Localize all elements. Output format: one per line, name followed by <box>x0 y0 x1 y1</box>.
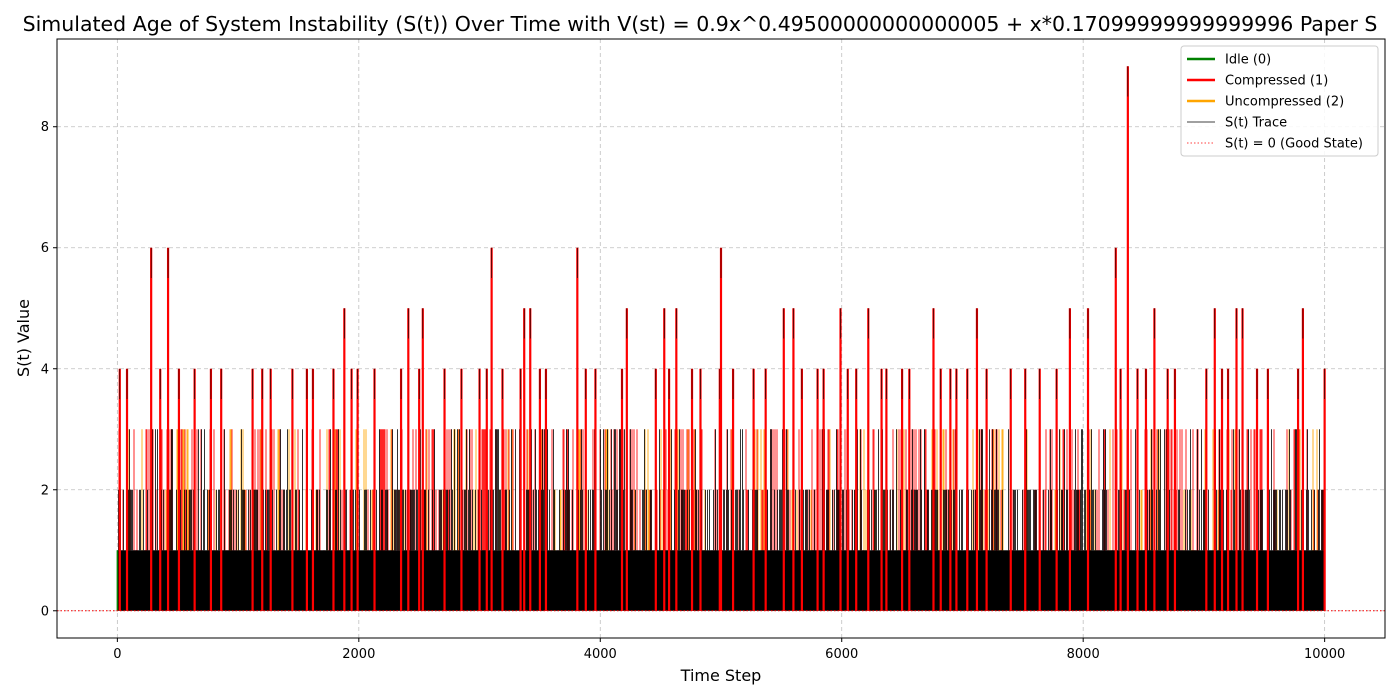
x-axis-label: Time Step <box>680 666 762 685</box>
chart-title: Simulated Age of System Instability (S(t… <box>23 12 1378 36</box>
y-tick-label: 4 <box>41 362 49 377</box>
legend-box <box>1180 45 1379 157</box>
y-tick-label: 8 <box>41 120 49 135</box>
y-tick-label: 0 <box>41 604 49 619</box>
y-tick-label: 6 <box>41 241 49 256</box>
legend-label: Compressed (1) <box>1225 74 1328 89</box>
legend-label: S(t) = 0 (Good State) <box>1225 137 1363 152</box>
x-tick-label: 2000 <box>342 647 375 662</box>
x-tick-label: 6000 <box>825 647 858 662</box>
y-axis-label: S(t) Value <box>14 299 33 377</box>
legend: Idle (0) Compressed (1) Uncompressed (2) S(… <box>1180 45 1379 157</box>
x-tick-label: 0 <box>113 647 121 662</box>
legend-label: Uncompressed (2) <box>1225 95 1344 110</box>
x-tick-label: 10000 <box>1304 647 1345 662</box>
plot-area <box>57 66 1385 612</box>
y-tick-label: 2 <box>41 483 49 498</box>
x-tick-label: 8000 <box>1067 647 1100 662</box>
x-tick-label: 4000 <box>584 647 617 662</box>
axis-ticks: 0 2000 4000 6000 8000 10000 0 2 4 6 8 <box>41 120 1346 662</box>
plot-frame <box>56 38 1386 639</box>
legend-label: Idle (0) <box>1225 53 1271 68</box>
legend-label: S(t) Trace <box>1225 116 1287 131</box>
